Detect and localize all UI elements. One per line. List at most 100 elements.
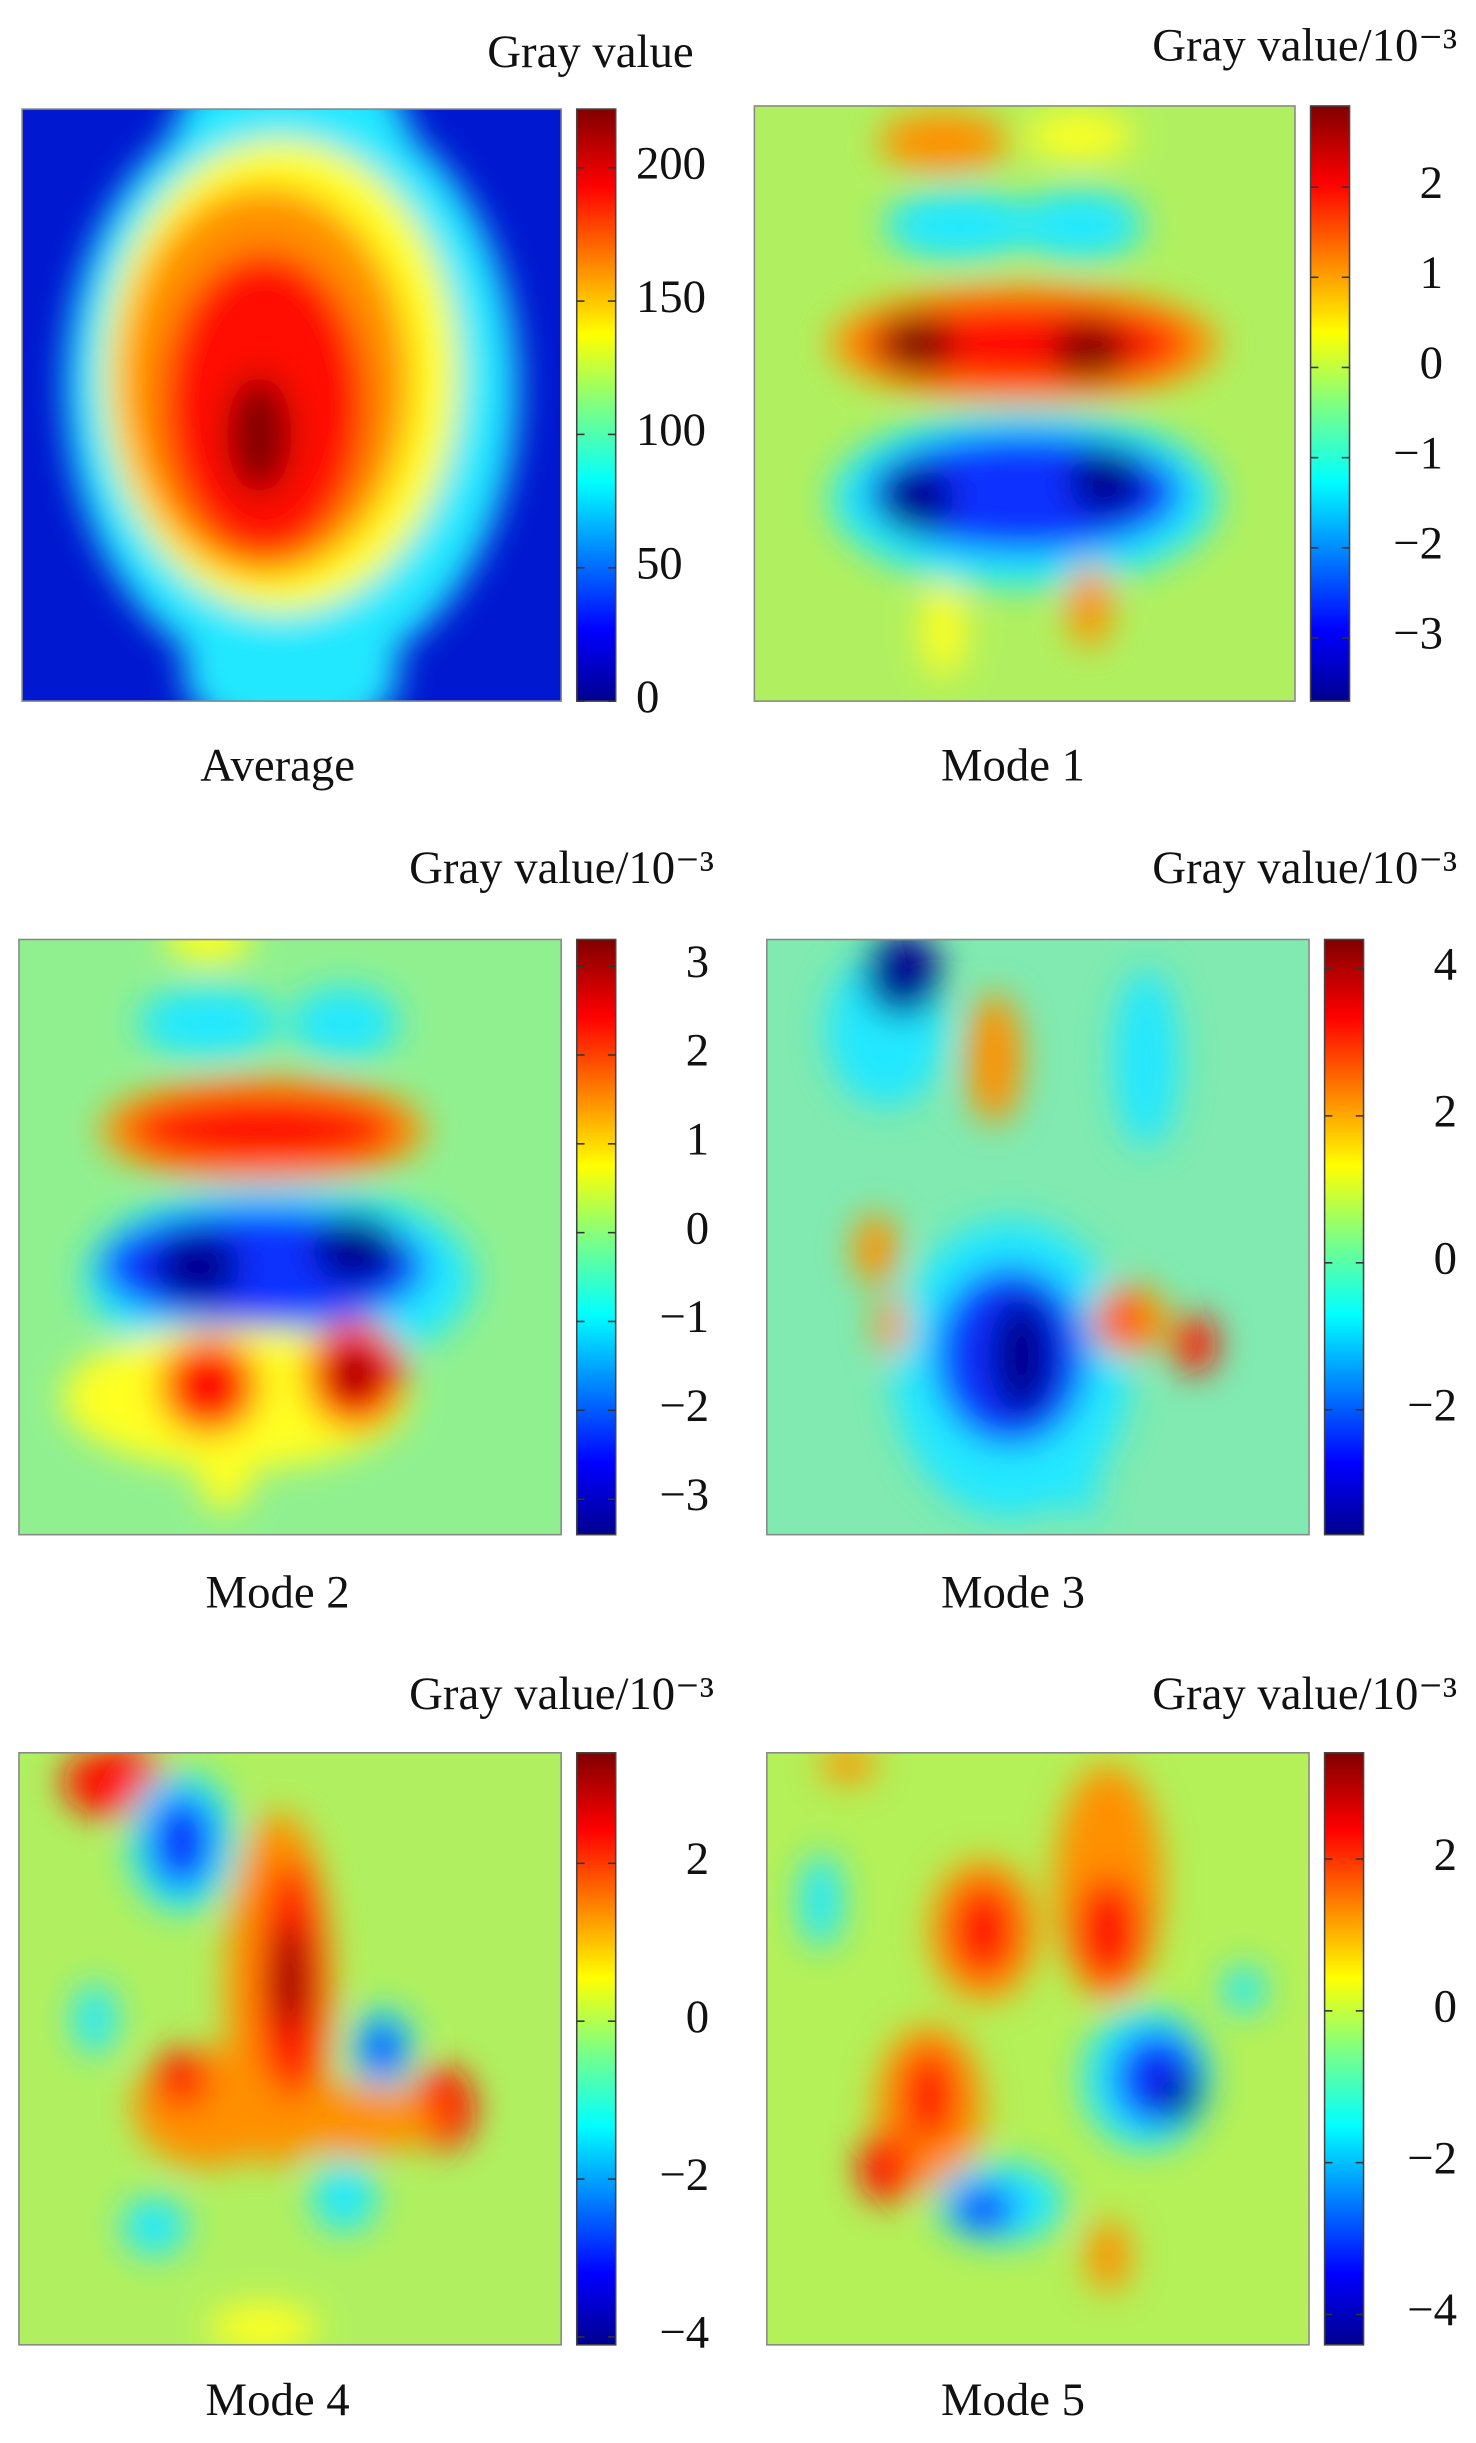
heatmap-blob — [878, 463, 955, 535]
heatmap-blob — [821, 1752, 876, 1783]
colorbar-tick-label: 2 — [1434, 1829, 1457, 1881]
colorbar-tick-label: 4 — [1434, 939, 1457, 991]
heatmap-blob — [360, 2019, 404, 2079]
heatmap-blob — [967, 993, 1022, 1124]
heatmap-frame — [21, 108, 562, 702]
colorbar — [575, 938, 617, 1536]
heatmap-blob — [1173, 1314, 1217, 1374]
heatmap-blob — [878, 314, 955, 374]
heatmap-blob — [951, 2184, 1017, 2233]
colorbar-tick-label: −3 — [659, 1469, 709, 1521]
colorbar-label: Gray value/10⁻³ — [409, 1668, 714, 1720]
heatmap-blob — [208, 2303, 318, 2345]
heatmap-blob — [1065, 1457, 1098, 1517]
heatmap-blob — [121, 2196, 188, 2257]
panel: Mode 3 Gray value/10⁻³ −2 0 2 4 — [766, 842, 1457, 1619]
heatmap-blob — [73, 1983, 117, 2055]
heatmap-blob — [951, 1883, 1017, 1978]
heatmap-blob — [921, 582, 966, 678]
colorbar — [1323, 1752, 1365, 2346]
colorbar-tick-label: 3 — [686, 936, 709, 988]
heatmap-blob — [902, 2048, 957, 2144]
colorbar-tick-label: −3 — [1393, 608, 1443, 660]
heatmap-frame — [18, 1752, 562, 2346]
colorbar — [1323, 938, 1365, 1536]
colorbar-tick-label: 0 — [1434, 1233, 1457, 1285]
heatmap-blob — [149, 1794, 215, 1889]
panel: Mode 2 Gray value/10⁻³ −3 −2 −1 0 1 2 3 — [18, 842, 714, 1619]
heatmap-frame — [766, 938, 1310, 1536]
colorbar-label: Gray value/10⁻³ — [409, 842, 714, 894]
colorbar-tick-label: 1 — [686, 1114, 709, 1166]
heatmap-blob — [1086, 2220, 1131, 2292]
heatmap-blob — [989, 1296, 1055, 1416]
colorbar-tick-label: −4 — [1407, 2284, 1457, 2336]
colorbar — [575, 108, 617, 702]
heatmap-blob — [1051, 320, 1128, 380]
panel-caption: Mode 5 — [941, 2374, 1085, 2426]
colorbar-tick-label: −4 — [659, 2307, 709, 2359]
panel: Mode 1 Gray value/10⁻³ −3 −2 −1 0 1 2 — [753, 20, 1457, 791]
heatmap-blob — [273, 2084, 437, 2156]
colorbar-tick-label: −2 — [659, 2149, 709, 2201]
heatmap — [754, 105, 1295, 702]
heatmap-blob — [1067, 564, 1112, 648]
heatmap-blob — [154, 2048, 209, 2109]
heatmap-blob — [864, 939, 941, 1017]
colorbar-tick-label: 2 — [686, 1833, 709, 1885]
colorbar-tick-label: 150 — [636, 271, 706, 323]
colorbar-label: Gray value/10⁻³ — [1152, 1668, 1457, 1720]
heatmap-blob — [1013, 189, 1144, 261]
heatmap-blob — [875, 1296, 908, 1357]
colorbar-tick-label: −2 — [1407, 2132, 1457, 2184]
heatmap-blob — [1222, 1965, 1266, 2014]
heatmap-blob — [1024, 111, 1133, 160]
heatmap-blob — [1075, 1877, 1141, 1984]
colorbar-tick-label: 200 — [636, 137, 706, 189]
heatmap-blobs — [826, 939, 1217, 1517]
panel-caption: Mode 4 — [206, 2374, 350, 2426]
heatmap-blob — [197, 1439, 253, 1511]
colorbar-tick-label: 0 — [636, 671, 659, 723]
colorbar-tick-label: −1 — [659, 1291, 709, 1343]
heatmap-blob — [1102, 1296, 1136, 1345]
heatmap — [18, 939, 562, 1535]
panel-caption: Average — [200, 739, 355, 791]
colorbar-tick-label: 1 — [1420, 247, 1443, 299]
heatmap-blob — [858, 2131, 914, 2203]
heatmap — [766, 939, 1310, 1535]
colorbar-tick-label: 0 — [1420, 337, 1443, 389]
colorbar — [575, 1752, 617, 2346]
heatmap-blob — [127, 1094, 399, 1166]
colorbar-tick-label: 0 — [1434, 1981, 1457, 2033]
heatmap-blob — [853, 1213, 897, 1285]
heatmap-blob — [799, 1853, 843, 1949]
heatmap-blob — [154, 1231, 242, 1303]
colorbar-tick-label: 2 — [686, 1025, 709, 1077]
heatmap-blob — [1067, 445, 1144, 517]
colorbar-tick-label: 50 — [636, 537, 683, 589]
heatmap-blobs — [62, 939, 475, 1511]
colorbar-tick-label: 0 — [686, 1991, 709, 2043]
colorbar-label: Gray value/10⁻³ — [1152, 20, 1457, 72]
heatmap — [766, 1752, 1310, 2345]
colorbar-tick-label: 100 — [636, 404, 706, 456]
colorbar-tick-label: 2 — [1434, 1086, 1457, 1138]
heatmap-blob — [132, 2048, 285, 2168]
heatmap-frame — [18, 938, 562, 1536]
heatmap-blobs — [62, 1752, 475, 2345]
panel-caption: Mode 1 — [941, 739, 1085, 791]
heatmap-frame — [753, 105, 1296, 702]
panel: Mode 4 Gray value/10⁻³ −4 −2 0 2 — [18, 1668, 714, 2426]
heatmap-blob — [333, 1350, 377, 1398]
colorbar-label: Gray value/10⁻³ — [1152, 842, 1457, 894]
heatmap-blob — [159, 1338, 258, 1434]
heatmap-blob — [1157, 2072, 1201, 2120]
heatmap-frame — [766, 1752, 1310, 2346]
colorbar-tick-label: −2 — [1393, 518, 1443, 570]
heatmap-blob — [138, 987, 280, 1059]
heatmap-blob — [1113, 969, 1179, 1148]
